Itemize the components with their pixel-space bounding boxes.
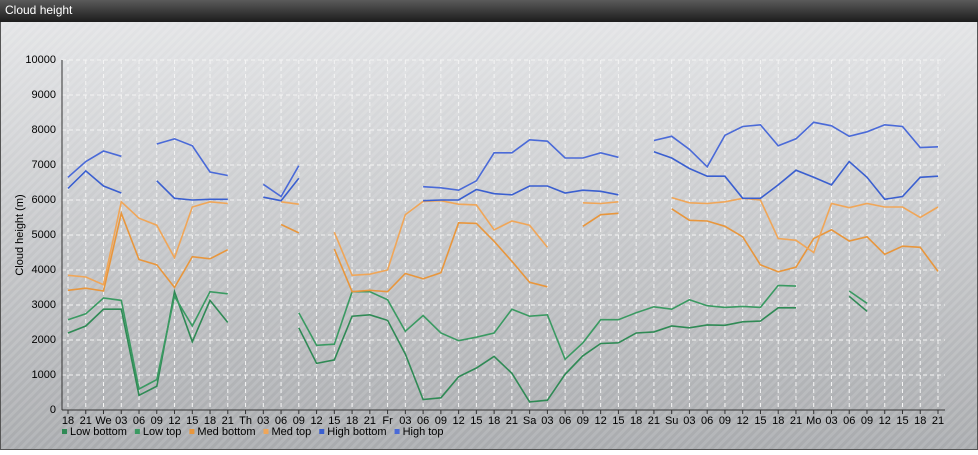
legend-label: High bottom: [327, 426, 386, 438]
legend-label: High top: [403, 426, 444, 438]
x-tick-label: 06: [417, 415, 429, 427]
x-tick-label: 18: [62, 415, 74, 427]
x-tick-label: 03: [541, 415, 553, 427]
x-tick-label: 18: [630, 415, 642, 427]
x-tick-label: 03: [115, 415, 127, 427]
x-tick-label: Th: [239, 415, 252, 427]
y-tick-label: 10000: [25, 54, 56, 66]
legend-swatch: [263, 429, 269, 434]
x-tick-label: 15: [754, 415, 766, 427]
x-tick-label: 15: [328, 415, 340, 427]
x-tick-label: 09: [719, 415, 731, 427]
series-line: [67, 150, 939, 202]
x-tick-label: 18: [204, 415, 216, 427]
x-tick-label: Mo: [806, 415, 821, 427]
x-tick-label: 21: [222, 415, 234, 427]
x-tick-label: 15: [470, 415, 482, 427]
y-tick-label: 3000: [32, 299, 56, 311]
x-tick-label: We: [95, 415, 111, 427]
x-tick-label: 09: [861, 415, 873, 427]
y-tick-label: 4000: [32, 264, 56, 276]
y-tick-label: 5000: [32, 229, 56, 241]
x-tick-label: 12: [879, 415, 891, 427]
y-tick-label: 9000: [32, 89, 56, 101]
y-tick-label: 1000: [32, 369, 56, 381]
x-tick-label: 21: [648, 415, 660, 427]
x-tick-label: 15: [896, 415, 908, 427]
x-tick-label: 12: [452, 415, 464, 427]
y-tick-label: 0: [50, 404, 56, 416]
x-tick-label: 21: [932, 415, 944, 427]
x-tick-label: 03: [825, 415, 837, 427]
y-axis-label: Cloud height (m): [14, 194, 26, 275]
x-tick-label: 09: [577, 415, 589, 427]
x-tick-label: 03: [399, 415, 411, 427]
series-line: [67, 208, 939, 293]
x-tick-label: 21: [80, 415, 92, 427]
x-tick-label: 03: [683, 415, 695, 427]
x-tick-label: 06: [133, 415, 145, 427]
x-tick-label: 12: [595, 415, 607, 427]
y-tick-label: 2000: [32, 334, 56, 346]
x-tick-label: 09: [151, 415, 163, 427]
x-tick-label: 06: [559, 415, 571, 427]
series-line: [67, 284, 868, 391]
title-bar: [0, 0, 978, 22]
x-tick-label: 21: [364, 415, 376, 427]
x-tick-label: Fr: [382, 415, 393, 427]
chart-title: Cloud height: [5, 3, 73, 17]
x-tick-label: 06: [701, 415, 713, 427]
y-tick-label: 8000: [32, 124, 56, 136]
x-tick-label: 12: [310, 415, 322, 427]
x-tick-label: 21: [790, 415, 802, 427]
x-tick-label: 18: [488, 415, 500, 427]
legend-label: Med bottom: [197, 426, 255, 438]
x-tick-label: 18: [914, 415, 926, 427]
x-tick-label: 12: [168, 415, 180, 427]
x-tick-label: Su: [665, 415, 678, 427]
legend-swatch: [394, 429, 400, 434]
x-tick-label: Sa: [523, 415, 537, 427]
legend-swatch: [319, 429, 325, 434]
x-tick-label: 09: [293, 415, 305, 427]
legend-label: Low bottom: [70, 426, 127, 438]
legend-swatch: [189, 429, 195, 434]
x-tick-label: 06: [843, 415, 855, 427]
legend-swatch: [62, 429, 67, 434]
y-tick-label: 6000: [32, 194, 56, 206]
legend-label: Med top: [272, 426, 312, 438]
legend-swatch: [134, 429, 140, 434]
series-line: [67, 121, 939, 198]
series-line: [67, 288, 868, 403]
x-tick-label: 15: [612, 415, 624, 427]
y-tick-label: 7000: [32, 159, 56, 171]
x-tick-label: 12: [737, 415, 749, 427]
legend-label: Low top: [143, 426, 182, 438]
x-tick-label: 21: [506, 415, 518, 427]
x-tick-label: 18: [772, 415, 784, 427]
x-tick-label: 18: [346, 415, 358, 427]
x-tick-label: 06: [275, 415, 287, 427]
x-tick-label: 03: [257, 415, 269, 427]
x-tick-label: 09: [435, 415, 447, 427]
x-tick-label: 15: [186, 415, 198, 427]
